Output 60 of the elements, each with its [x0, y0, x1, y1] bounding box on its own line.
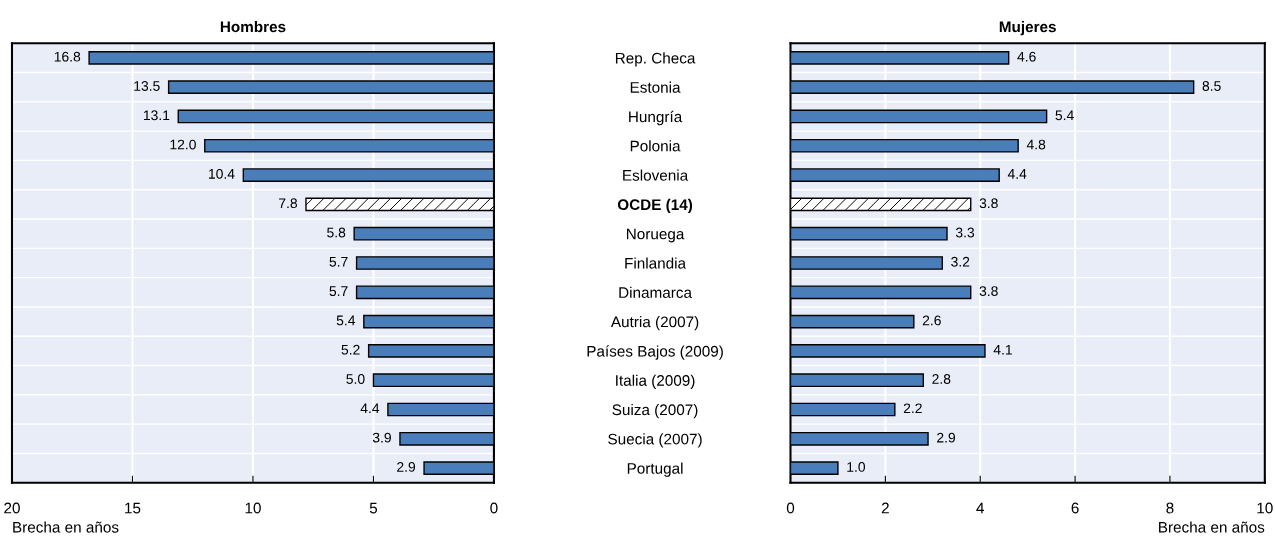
data-label: 3.9 — [372, 432, 391, 443]
data-label: 12.0 — [170, 139, 196, 150]
x-tick-label: 2 — [881, 502, 889, 514]
y-tick-label: Dinamarca — [619, 286, 692, 298]
data-label: 5.4 — [336, 315, 356, 326]
data-label: 13.1 — [143, 110, 170, 121]
x-tick-label: 10 — [245, 502, 261, 514]
y-tick-label: Polonia — [630, 140, 681, 152]
data-label: 3.8 — [979, 286, 998, 297]
data-label: 2.9 — [397, 462, 416, 472]
data-label: 4.6 — [1017, 51, 1036, 62]
data-label: 3.8 — [979, 198, 998, 209]
y-tick-label: Rep. Checa — [615, 52, 696, 67]
data-label: 8.5 — [1202, 81, 1221, 91]
x-tick-label: 20 — [4, 502, 20, 514]
data-label: 5.0 — [346, 374, 365, 384]
x-tick-label: 10 — [1257, 502, 1273, 514]
data-label: 2.9 — [937, 432, 956, 443]
data-label: 5.7 — [329, 257, 348, 267]
data-label: 2.8 — [932, 374, 951, 384]
y-tick-label: OCDE (14) — [617, 198, 693, 214]
x-tick-label: 4 — [976, 502, 985, 514]
data-label: 3.2 — [951, 256, 970, 267]
x-tick-label: 0 — [490, 502, 498, 514]
y-tick-label: Autria (2007) — [610, 316, 699, 331]
chart-title: Hombres — [220, 21, 286, 33]
data-label: 2.2 — [903, 403, 922, 414]
data-label: 16.8 — [54, 51, 81, 62]
y-tick-label: Suecia (2007) — [608, 433, 702, 448]
data-label: 5.4 — [1055, 110, 1074, 121]
y-tick-label: Suiza (2007) — [612, 403, 698, 419]
y-tick-label: Estonia — [630, 81, 681, 93]
data-label: 2.6 — [922, 315, 941, 326]
data-label: 4.4 — [360, 403, 380, 414]
x-tick-label: 0 — [786, 502, 795, 514]
y-tick-label: Finlandia — [625, 257, 687, 269]
data-label: 4.1 — [993, 344, 1012, 355]
data-label: 13.5 — [134, 81, 160, 91]
data-label: 4.4 — [1007, 169, 1027, 179]
data-label: 1.0 — [847, 462, 866, 472]
x-tick-label: 8 — [1166, 502, 1174, 514]
chart-title: Mujeres — [999, 21, 1056, 36]
y-tick-label: Portugal — [627, 462, 683, 477]
x-tick-label: 15 — [125, 502, 141, 514]
y-tick-label: Hungría — [629, 110, 683, 126]
x-axis-title: Brecha en años — [13, 521, 119, 533]
data-label: 5.2 — [341, 344, 360, 355]
x-tick-label: 5 — [369, 502, 378, 514]
x-axis-title: Brecha en años — [1159, 521, 1265, 533]
data-label: 5.7 — [329, 286, 348, 297]
y-tick-label: Eslovenia — [623, 169, 689, 181]
data-label: 4.8 — [1026, 139, 1046, 150]
y-tick-label: Noruega — [627, 228, 685, 243]
y-tick-label: Italia (2009) — [616, 374, 695, 389]
data-label: 7.8 — [279, 198, 298, 209]
y-tick-label: Países Bajos (2009) — [587, 345, 723, 360]
data-label: 3.3 — [955, 227, 975, 238]
x-tick-label: 6 — [1071, 502, 1079, 514]
data-label: 5.8 — [327, 227, 346, 238]
data-label: 10.4 — [209, 168, 235, 179]
